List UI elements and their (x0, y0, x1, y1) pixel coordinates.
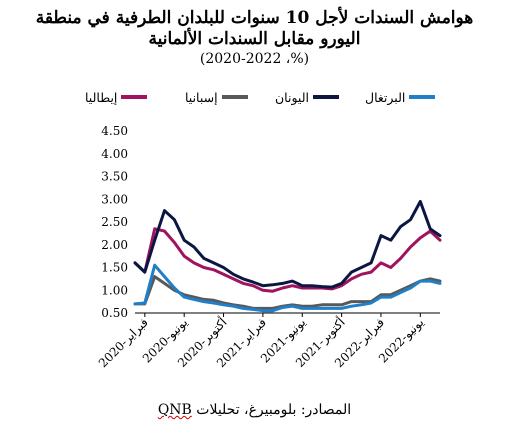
title-line-3: (%، 2020-2022) (199, 51, 310, 67)
source-note: المصادر: بلومبيرغ، تحليلات QNB (0, 402, 509, 418)
legend-item-italy: إيطاليا (85, 88, 148, 106)
legend-swatch-italy (121, 95, 148, 99)
title-line-2: اليورو مقابل السندات الألمانية (148, 29, 361, 49)
source-prefix: المصادر: بلومبيرغ، تحليلات (196, 402, 352, 418)
x-tick-label: فبراير-2020 (96, 315, 151, 370)
source-brand: QNB (157, 402, 192, 418)
legend-item-spain: إسبانيا (185, 88, 248, 106)
legend-item-portugal: البرتغال (365, 88, 436, 106)
legend: إيطاليا إسبانيا اليونان البرتغال (55, 88, 455, 106)
legend-swatch-portugal (409, 95, 436, 99)
y-tick-label: 3.00 (101, 192, 128, 206)
y-tick-label: 0.50 (101, 306, 128, 320)
legend-swatch-greece (312, 95, 339, 99)
chart-title: هوامش السندات لأجل 10 سنوات للبلدان الطر… (0, 8, 509, 69)
y-tick-label: 1.50 (101, 261, 128, 275)
y-tick-label: 1.00 (101, 283, 128, 297)
legend-item-greece: اليونان (275, 88, 339, 106)
y-tick-label: 3.50 (101, 170, 128, 184)
legend-label-spain: إسبانيا (185, 89, 218, 105)
y-tick-label: 2.00 (101, 238, 128, 252)
legend-label-portugal: البرتغال (365, 89, 406, 105)
series-line-greece (133, 200, 442, 289)
y-tick-label: 2.50 (101, 215, 128, 229)
series-line-portugal (133, 263, 442, 313)
title-line-1: هوامش السندات لأجل 10 سنوات للبلدان الطر… (35, 8, 474, 28)
legend-label-greece: اليونان (275, 89, 309, 105)
series-line-italy (133, 227, 442, 293)
legend-swatch-spain (221, 95, 248, 99)
legend-label-italy: إيطاليا (85, 89, 118, 105)
y-tick-label: 4.00 (101, 147, 128, 161)
y-tick-label: 4.50 (101, 124, 128, 138)
